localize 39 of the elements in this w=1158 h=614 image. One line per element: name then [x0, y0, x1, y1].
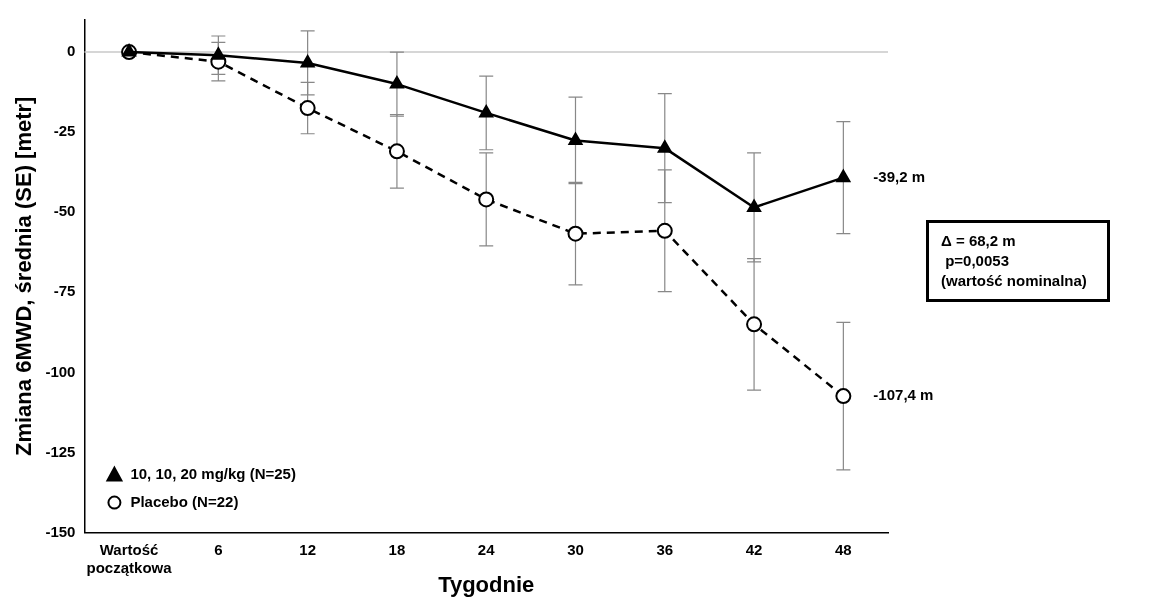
- x-tick-label: 18: [388, 540, 406, 558]
- point: [656, 222, 673, 239]
- text: Δ = 68,2 m p=0,0053 (wartość nominalna): [926, 220, 1110, 302]
- annotation: -107,4 m: [873, 386, 934, 404]
- point: [567, 225, 584, 242]
- point: [479, 104, 494, 118]
- point: [657, 140, 672, 153]
- x-tick-label: 12: [299, 540, 316, 558]
- y-tick-label: -100: [45, 362, 76, 380]
- point: [746, 316, 763, 333]
- point: [388, 143, 405, 160]
- point: [835, 388, 852, 405]
- legend-label: Placebo (N=22): [130, 492, 239, 510]
- x-tick-label: 42: [745, 540, 763, 558]
- point: [299, 100, 316, 117]
- y-tick-label: -125: [45, 442, 76, 460]
- x-tick-label: 30: [567, 540, 584, 558]
- y-tick-label: -25: [53, 122, 76, 140]
- y-tick-label: -150: [45, 522, 76, 540]
- x-axis-title: Tygodnie: [438, 571, 535, 597]
- x-tick-label: 24: [477, 540, 496, 558]
- point: [389, 76, 404, 89]
- annotation: -39,2 m: [873, 167, 926, 185]
- point: [836, 169, 851, 183]
- y-tick-label: -50: [53, 202, 76, 220]
- y-tick-label: 0: [67, 42, 76, 60]
- point: [300, 54, 315, 68]
- x-tick-label: 48: [835, 540, 852, 558]
- point: [568, 132, 583, 145]
- point: [211, 47, 226, 60]
- point: [478, 191, 495, 208]
- x-tick-label: 36: [656, 540, 674, 558]
- y-axis-title: Zmiana 6MWD, średnia (SE) [metr]: [11, 96, 37, 456]
- x-tick-label: Wartość początkowa: [86, 540, 173, 576]
- y-tick-label: -75: [53, 282, 76, 300]
- legend-label: 10, 10, 20 mg/kg (N=25): [130, 464, 296, 482]
- x-tick-label: 6: [214, 540, 223, 558]
- point: [122, 44, 137, 57]
- point: [747, 199, 762, 212]
